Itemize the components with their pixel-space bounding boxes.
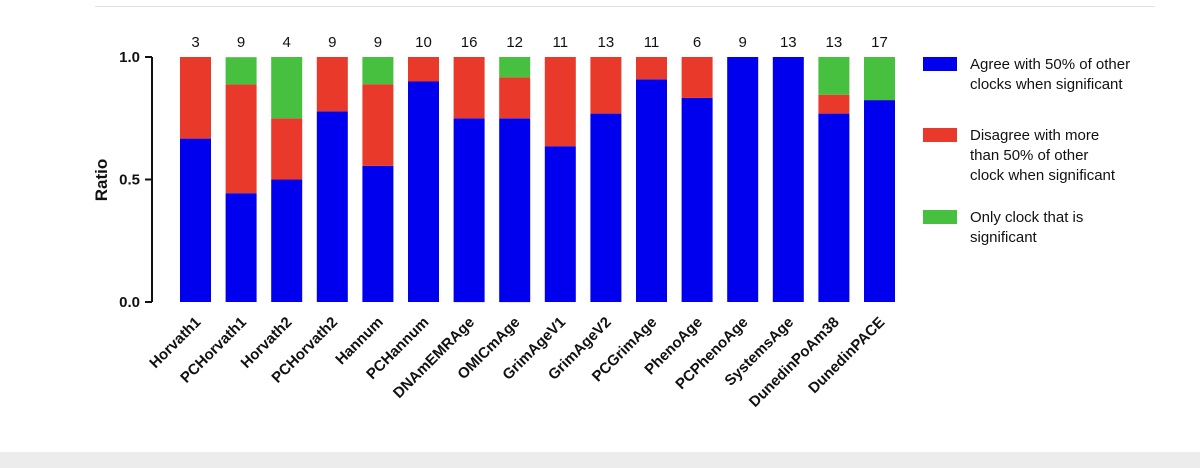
bar-segment-Horvath1-series-1	[180, 138, 211, 302]
legend-label-3-line-2: significant	[970, 229, 1038, 246]
bar-segment-PCGrimAge-series-2	[636, 57, 667, 80]
bar-segment-DunedinPACE-series-3	[864, 57, 895, 101]
legend-swatch-3	[923, 210, 957, 224]
bar-segment-Hannum-series-1	[362, 165, 394, 302]
bar-segment-GrimAgeV2-series-2	[590, 57, 622, 114]
bar-segment-Horvath2-series-2	[271, 118, 303, 180]
count-label-Horvath1: 3	[191, 34, 199, 51]
bar-segment-PCHannum-series-2	[408, 57, 439, 82]
count-label-DNAmEMRAge: 16	[461, 34, 478, 51]
legend-label-2-line-3: clock when significant	[970, 167, 1116, 184]
count-label-OMICmAge: 12	[506, 34, 523, 51]
x-tick-label-DNAmEMRAge: DNAmEMRAge	[390, 314, 478, 402]
bar-segment-Hannum-series-3	[362, 57, 394, 85]
bar-segment-DunedinPoAm38-series-2	[818, 94, 850, 114]
y-axis-title: Ratio	[92, 159, 111, 202]
count-label-GrimAgeV1: 11	[553, 34, 569, 51]
bar-count-labels: 3 9 4 9 9 10 16 12 11 13 11 6 9 13 13 17	[191, 34, 888, 51]
legend-swatch-1	[923, 57, 957, 71]
bar-segment-PCHorvath2-series-2	[316, 57, 348, 112]
count-label-DunedinPoAm38: 13	[826, 34, 843, 51]
bar-segment-DNAmEMRAge-series-1	[453, 118, 485, 303]
count-label-SystemsAge: 13	[780, 34, 797, 51]
count-label-Hannum: 9	[374, 34, 382, 51]
y-axis: 0.0 0.5 1.0	[119, 49, 153, 311]
bar-segment-Horvath2-series-1	[271, 179, 303, 302]
legend-label-1-line-1: Agree with 50% of other	[970, 56, 1130, 73]
bar-segment-PhenoAge-series-1	[681, 97, 713, 303]
count-label-PCHorvath1: 9	[237, 34, 245, 51]
legend-swatch-2	[923, 128, 957, 142]
bar-segment-Hannum-series-2	[362, 84, 394, 166]
count-label-DunedinPACE: 17	[871, 34, 888, 51]
bar-segment-OMICmAge-series-3	[499, 57, 531, 78]
bar-segment-OMICmAge-series-1	[499, 118, 531, 303]
bar-segment-DunedinPoAm38-series-3	[818, 57, 850, 95]
bar-segment-Horvath1-series-2	[180, 57, 211, 139]
legend-label-2-line-1: Disagree with more	[970, 127, 1099, 144]
count-label-PCPhenoAge: 9	[739, 34, 747, 51]
bar-segment-DunedinPoAm38-series-1	[818, 113, 850, 302]
x-axis-category-labels: Horvath1PCHorvath1Horvath2PCHorvath2Hann…	[146, 314, 888, 411]
bar-segment-PCHorvath1-series-2	[225, 84, 257, 194]
count-label-Horvath2: 4	[283, 34, 291, 51]
count-label-GrimAgeV2: 13	[598, 34, 615, 51]
y-tick-label-1.0: 1.0	[119, 49, 140, 66]
bar-segment-PCHorvath1-series-3	[225, 57, 257, 85]
bar-segment-GrimAgeV1-series-1	[544, 146, 576, 302]
bar-segment-PCPhenoAge-series-1	[727, 57, 759, 302]
bar-segment-Horvath2-series-3	[271, 57, 303, 119]
y-tick-label-0.5: 0.5	[119, 172, 140, 189]
bar-segment-PCHannum-series-1	[408, 81, 439, 302]
bar-segment-GrimAgeV2-series-1	[590, 113, 622, 302]
count-label-PCHannum: 10	[415, 34, 432, 51]
bar-segment-DunedinPACE-series-1	[864, 100, 895, 302]
legend-label-2-line-2: than 50% of other	[970, 147, 1088, 164]
bar-segment-PCHorvath1-series-1	[225, 193, 257, 302]
y-tick-label-0.0: 0.0	[119, 294, 140, 311]
bars-group	[180, 57, 895, 303]
count-label-PhenoAge: 6	[693, 34, 701, 51]
bar-segment-SystemsAge-series-1	[772, 57, 804, 302]
legend: Agree with 50% of other clocks when signi…	[923, 56, 1130, 246]
bar-segment-PCGrimAge-series-1	[636, 79, 667, 302]
legend-label-3-line-1: Only clock that is	[970, 209, 1083, 226]
count-label-PCGrimAge: 11	[644, 34, 660, 51]
bar-segment-PhenoAge-series-2	[681, 57, 713, 98]
top-card-edge	[95, 0, 1155, 7]
count-label-PCHorvath2: 9	[328, 34, 336, 51]
bar-segment-GrimAgeV1-series-2	[544, 57, 576, 147]
bar-segment-OMICmAge-series-2	[499, 77, 531, 119]
bar-segment-PCHorvath2-series-1	[316, 111, 348, 303]
bar-segment-DNAmEMRAge-series-2	[453, 57, 485, 119]
legend-label-1-line-2: clocks when significant	[970, 76, 1123, 93]
